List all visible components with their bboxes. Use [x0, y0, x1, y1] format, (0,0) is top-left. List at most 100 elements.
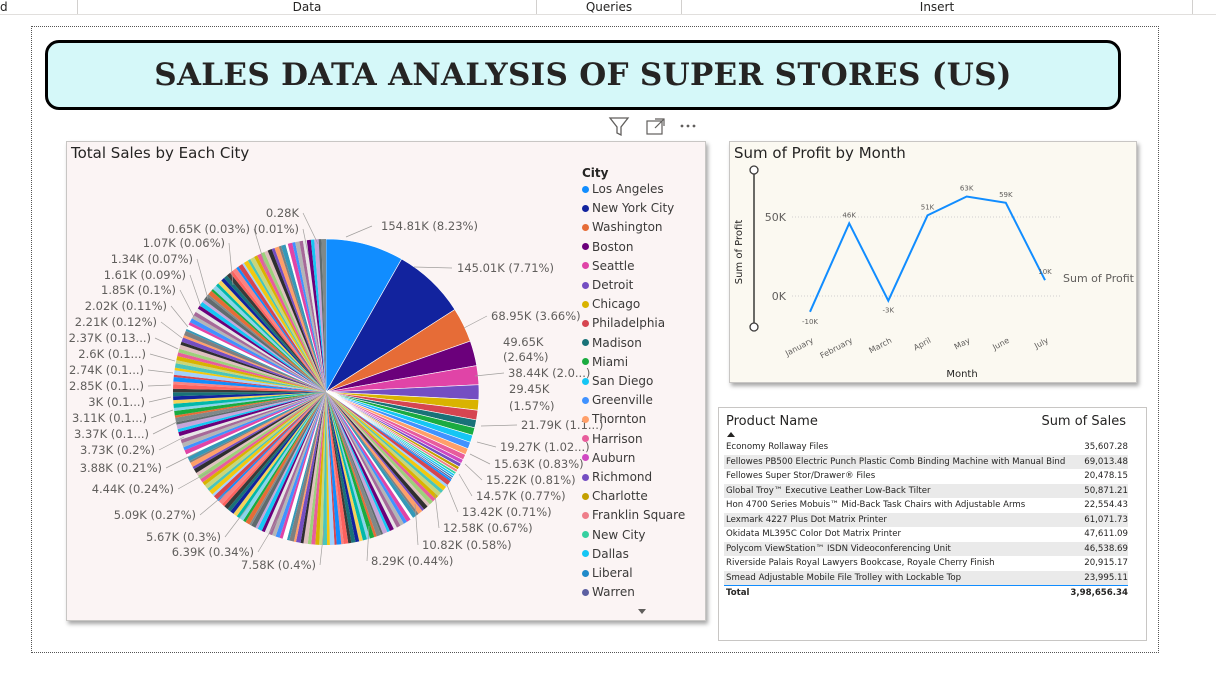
pie-slice-other[interactable] — [243, 260, 326, 392]
pie-slice-other[interactable] — [264, 392, 326, 534]
legend-item-richmond[interactable]: Richmond — [582, 470, 652, 484]
pie-slice-other[interactable] — [326, 392, 344, 545]
table-row[interactable]: Hon 4700 Series Mobuis™ Mid-Back Task Ch… — [724, 498, 1128, 513]
pie-slice-other[interactable] — [326, 392, 452, 482]
ribbon-tab-queries[interactable]: Queries — [585, 0, 633, 14]
pie-slice-other[interactable] — [326, 392, 436, 502]
pie-slice-other[interactable] — [307, 392, 326, 545]
pie-slice-other[interactable] — [326, 392, 390, 533]
pie-slice-other[interactable] — [180, 392, 326, 444]
pie-slice-other[interactable] — [230, 392, 326, 514]
legend-item-philadelphia[interactable]: Philadelphia — [582, 316, 665, 330]
pie-slice-other[interactable] — [174, 363, 326, 392]
pie-slice-other[interactable] — [177, 392, 326, 433]
pie-slice-other[interactable] — [202, 392, 326, 486]
pie-slice-other[interactable] — [274, 246, 326, 392]
pie-slice-other[interactable] — [176, 392, 326, 430]
pie-slice-other[interactable] — [178, 348, 326, 392]
ribbon-tab-insert[interactable]: Insert — [919, 0, 955, 14]
legend-item-detroit[interactable]: Detroit — [582, 278, 633, 292]
pie-slice-other[interactable] — [278, 245, 326, 392]
legend-item-harrison[interactable]: Harrison — [582, 432, 643, 446]
pie-slice-other[interactable] — [213, 392, 326, 500]
pie-slice-other[interactable] — [318, 239, 326, 392]
pie-slice-other[interactable] — [326, 392, 360, 543]
table-row[interactable]: Smead Adjustable Mobile File Trolley wit… — [724, 570, 1128, 586]
pie-slice-other[interactable] — [173, 374, 326, 392]
pie-slice-other[interactable] — [189, 392, 326, 463]
pie-slice-other[interactable] — [289, 392, 326, 542]
pie-slice-other[interactable] — [250, 256, 326, 392]
pie-slice-other[interactable] — [326, 392, 419, 516]
pie-slice-other[interactable] — [173, 370, 326, 392]
pie-slice-other[interactable] — [251, 392, 326, 528]
pie-slice-other[interactable] — [177, 352, 326, 392]
filter-icon[interactable] — [608, 117, 630, 137]
table-row[interactable]: Global Troy™ Executive Leather Low-Back … — [724, 483, 1128, 498]
pie-slice-other[interactable] — [322, 392, 328, 546]
legend-item-chicago[interactable]: Chicago — [582, 297, 640, 311]
legend-item-new-city[interactable]: New City — [582, 528, 646, 542]
pie-slice-other[interactable] — [186, 392, 326, 457]
pie-slice-other[interactable] — [236, 266, 326, 392]
table-row[interactable]: Lexmark 4227 Plus Dot Matrix Printer 61,0… — [724, 512, 1128, 527]
table-row[interactable]: Riverside Palais Royal Lawyers Bookcase,… — [724, 556, 1128, 571]
pie-slice-other[interactable] — [255, 392, 326, 529]
pie-slice-other[interactable] — [173, 392, 326, 404]
table-row[interactable]: Economy Rollaway Files 35,607.28 — [724, 440, 1128, 455]
pie-slice-other[interactable] — [326, 392, 335, 545]
pie-slice-other[interactable] — [187, 392, 326, 461]
product-sales-table[interactable]: Product Name Sum of Sales Economy Rollaw… — [718, 407, 1147, 641]
legend-scroll-down-icon[interactable] — [637, 608, 647, 616]
sort-ascending-icon[interactable] — [727, 432, 735, 438]
pie-slice-other[interactable] — [326, 392, 451, 485]
pie-slice-other[interactable] — [184, 392, 326, 455]
pie-slice-other[interactable] — [199, 301, 326, 392]
pie-slice-warren[interactable] — [325, 391, 453, 480]
pie-slice-other[interactable] — [230, 270, 326, 392]
legend-item-san-diego[interactable]: San Diego — [582, 374, 653, 388]
pie-slice-other[interactable] — [242, 262, 326, 392]
pie-slice-other[interactable] — [226, 272, 326, 392]
pie-slice-other[interactable] — [217, 392, 326, 502]
pie-slice-other[interactable] — [193, 311, 326, 392]
pie-slice-other[interactable] — [326, 392, 394, 532]
pie-slice-other[interactable] — [179, 392, 326, 440]
pie-chart-panel[interactable]: Total Sales by Each City 154.81K (8.23%)… — [66, 141, 706, 621]
pie-slice-other[interactable] — [223, 275, 326, 392]
pie-slice-other[interactable] — [218, 392, 326, 505]
pie-slice-other[interactable] — [185, 328, 326, 392]
pie-slices[interactable] — [172, 238, 480, 546]
pie-slice-other[interactable] — [326, 392, 371, 540]
pie-slice-other[interactable] — [222, 392, 326, 507]
pie-slice-other[interactable] — [181, 392, 326, 448]
pie-slice-other[interactable] — [257, 392, 326, 531]
table-row[interactable]: Okidata ML395C Color Dot Matrix Printer 4… — [724, 527, 1128, 542]
pie-slice-other[interactable] — [173, 392, 326, 401]
legend-item-charlotte[interactable]: Charlotte — [582, 489, 648, 503]
legend-item-madison[interactable]: Madison — [582, 336, 642, 350]
pie-slice-other[interactable] — [299, 240, 326, 392]
pie-slice-other[interactable] — [172, 388, 326, 393]
pie-slice-other[interactable] — [310, 239, 326, 392]
pie-slice-other[interactable] — [302, 240, 326, 392]
profit-line[interactable] — [809, 195, 1046, 313]
legend-item-liberal[interactable]: Liberal — [582, 566, 633, 580]
pie-slice-other[interactable] — [249, 392, 326, 526]
pie-slice-other[interactable] — [197, 392, 326, 480]
y-axis-slider-handle-top[interactable] — [749, 165, 759, 175]
pie-slice-other[interactable] — [202, 299, 326, 392]
pie-slice-other[interactable] — [195, 308, 326, 392]
pie-slice-other[interactable] — [183, 392, 326, 451]
pie-slice-other[interactable] — [181, 337, 327, 392]
pie-slice-other[interactable] — [321, 239, 326, 392]
legend-item-thornton[interactable]: Thornton — [582, 412, 646, 426]
legend-item-washington[interactable]: Washington — [582, 220, 663, 234]
pie-slice-other[interactable] — [247, 259, 326, 392]
pie-slice-other[interactable] — [204, 392, 326, 489]
pie-slice-other[interactable] — [233, 392, 326, 517]
pie-slice-other[interactable] — [264, 250, 326, 392]
pie-slice-other[interactable] — [221, 277, 326, 392]
pie-slice-other[interactable] — [232, 268, 326, 392]
pie-slice-other[interactable] — [183, 335, 326, 392]
